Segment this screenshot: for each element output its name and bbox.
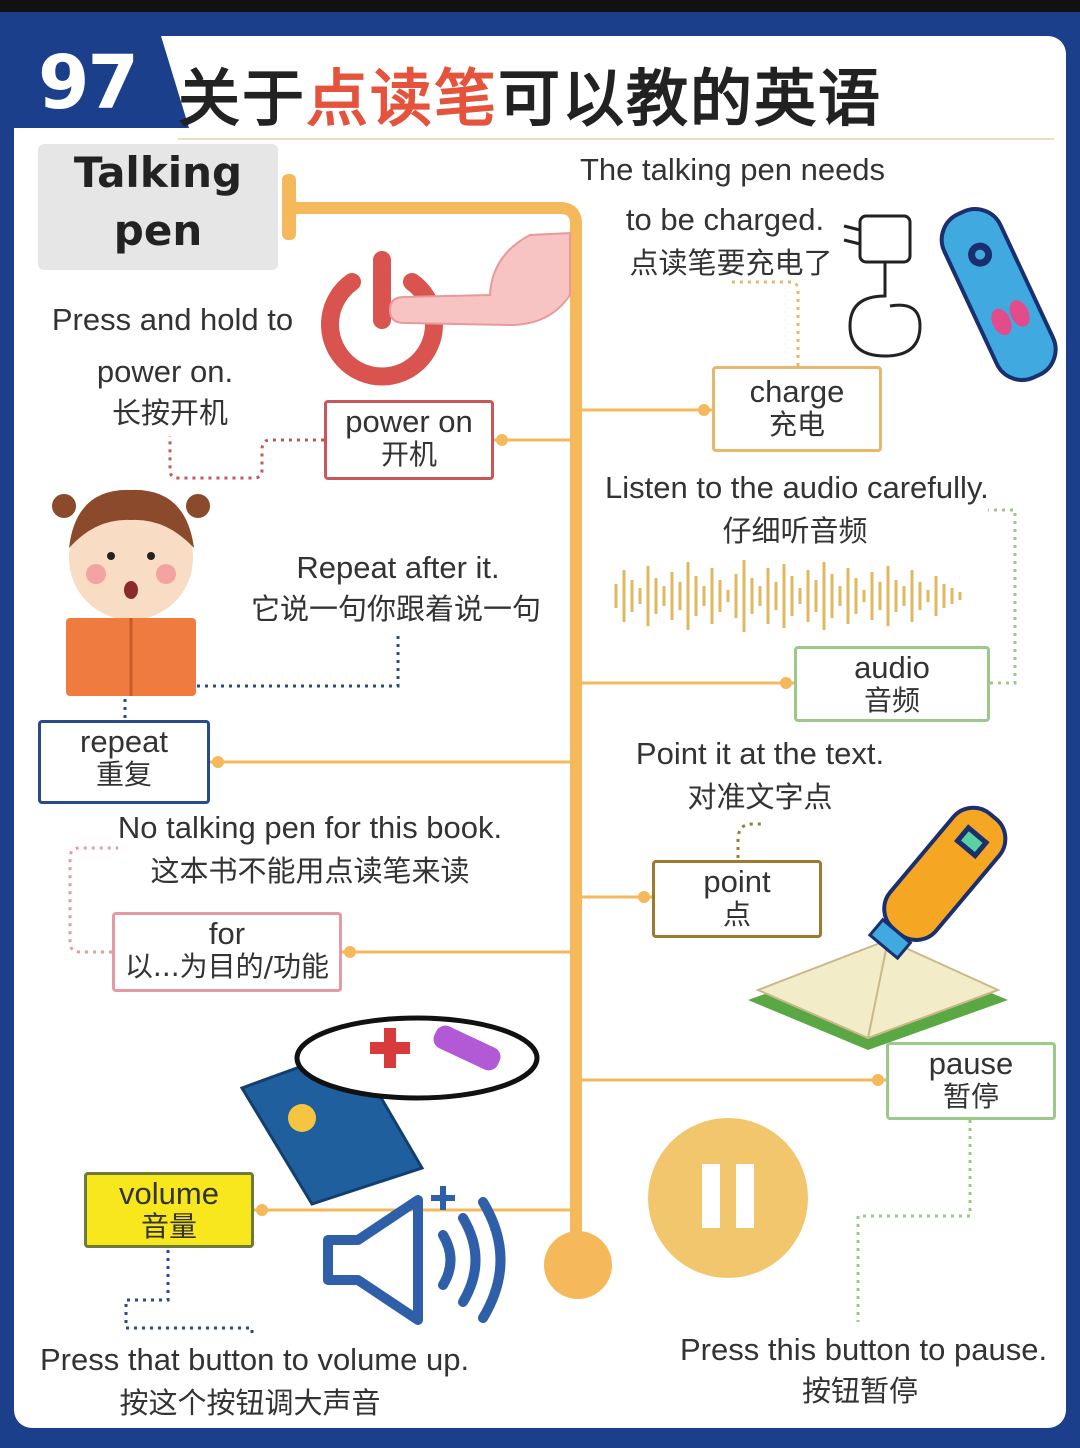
speaker-volume-icon — [323, 1186, 506, 1325]
volume-desc-zh: 按这个按钮调大声音 — [119, 1386, 381, 1420]
pause-desc-zh: 按钮暂停 — [801, 1374, 918, 1408]
charge-desc-zh: 点读笔要充电了 — [629, 246, 833, 280]
point-desc-zh: 对准文字点 — [687, 780, 833, 814]
charger-icon — [843, 214, 922, 358]
power-on-desc-zh: 长按开机 — [111, 396, 228, 430]
power-on-desc-en-2: power on. — [96, 354, 234, 389]
power-on-node: power on 开机 — [324, 400, 494, 480]
charge-desc-en-1: The talking pen needs — [580, 152, 886, 187]
for-desc-zh: 这本书不能用点读笔来读 — [150, 854, 470, 888]
pause-desc-en: Press this button to pause. — [680, 1332, 1048, 1367]
charge-desc-en-2: to be charged. — [625, 202, 825, 237]
title-prefix: 关于 — [178, 62, 307, 135]
trunk-end — [544, 1231, 612, 1299]
audio-label-en: audio — [854, 650, 930, 685]
top-bar — [0, 0, 1080, 12]
point-label-en: point — [703, 864, 771, 899]
book-pen-icon — [748, 805, 1008, 1050]
power-on-desc-en-1: Press and hold to — [51, 302, 294, 337]
central-topic-label: Talking pen — [38, 144, 278, 270]
point-node: point 点 — [652, 860, 822, 938]
pause-label-en: pause — [928, 1046, 1014, 1081]
volume-node: volume 音量 — [84, 1172, 254, 1248]
charge-node: charge 充电 — [712, 366, 882, 452]
repeat-node: repeat 重复 — [38, 720, 210, 804]
picture-book-icon — [239, 1015, 540, 1206]
for-label-en: for — [208, 916, 246, 951]
point-label-zh: 点 — [722, 898, 751, 931]
volume-label-en: volume — [119, 1176, 219, 1211]
lesson-number-badge: 97 — [14, 36, 189, 128]
talking-pen-icon — [939, 207, 1058, 382]
central-topic-line1: Talking — [73, 148, 243, 197]
repeat-label-zh: 重复 — [95, 758, 152, 791]
page-title: 关于点读笔可以教的英语 — [178, 48, 882, 138]
lesson-number: 97 — [38, 40, 139, 126]
girl-reading-icon — [52, 489, 210, 696]
audio-desc-zh: 仔细听音频 — [722, 514, 868, 548]
power-on-label-zh: 开机 — [380, 438, 437, 471]
point-desc-en: Point it at the text. — [635, 736, 885, 771]
for-desc-en: No talking pen for this book. — [117, 810, 503, 845]
charge-label-en: charge — [749, 374, 845, 409]
sound-wave-icon — [614, 560, 962, 632]
pointing-hand-icon — [388, 231, 571, 327]
pause-label-zh: 暂停 — [942, 1080, 999, 1113]
title-underline — [178, 138, 1054, 140]
volume-label-zh: 音量 — [140, 1210, 197, 1243]
audio-node: audio 音频 — [794, 646, 990, 722]
power-on-label-en: power on — [345, 404, 473, 439]
for-label-zh: 以...为目的/功能 — [124, 950, 330, 983]
trunk-line — [288, 202, 582, 1255]
repeat-desc-en: Repeat after it. — [296, 550, 500, 585]
title-highlight: 点读笔 — [306, 62, 499, 135]
audio-desc-en: Listen to the audio carefully. — [605, 470, 989, 505]
pause-button-icon — [648, 1118, 808, 1278]
central-topic-line2: pen — [113, 206, 203, 255]
for-node: for 以...为目的/功能 — [112, 912, 342, 992]
volume-desc-en: Press that button to volume up. — [40, 1342, 470, 1377]
repeat-label-en: repeat — [80, 724, 168, 759]
repeat-desc-zh: 它说一句你跟着说一句 — [250, 592, 541, 626]
audio-label-zh: 音频 — [863, 684, 920, 717]
pause-node: pause 暂停 — [886, 1042, 1056, 1120]
trunk-cap — [282, 174, 296, 240]
title-suffix: 可以教的英语 — [498, 62, 883, 135]
charge-label-zh: 充电 — [768, 408, 825, 441]
